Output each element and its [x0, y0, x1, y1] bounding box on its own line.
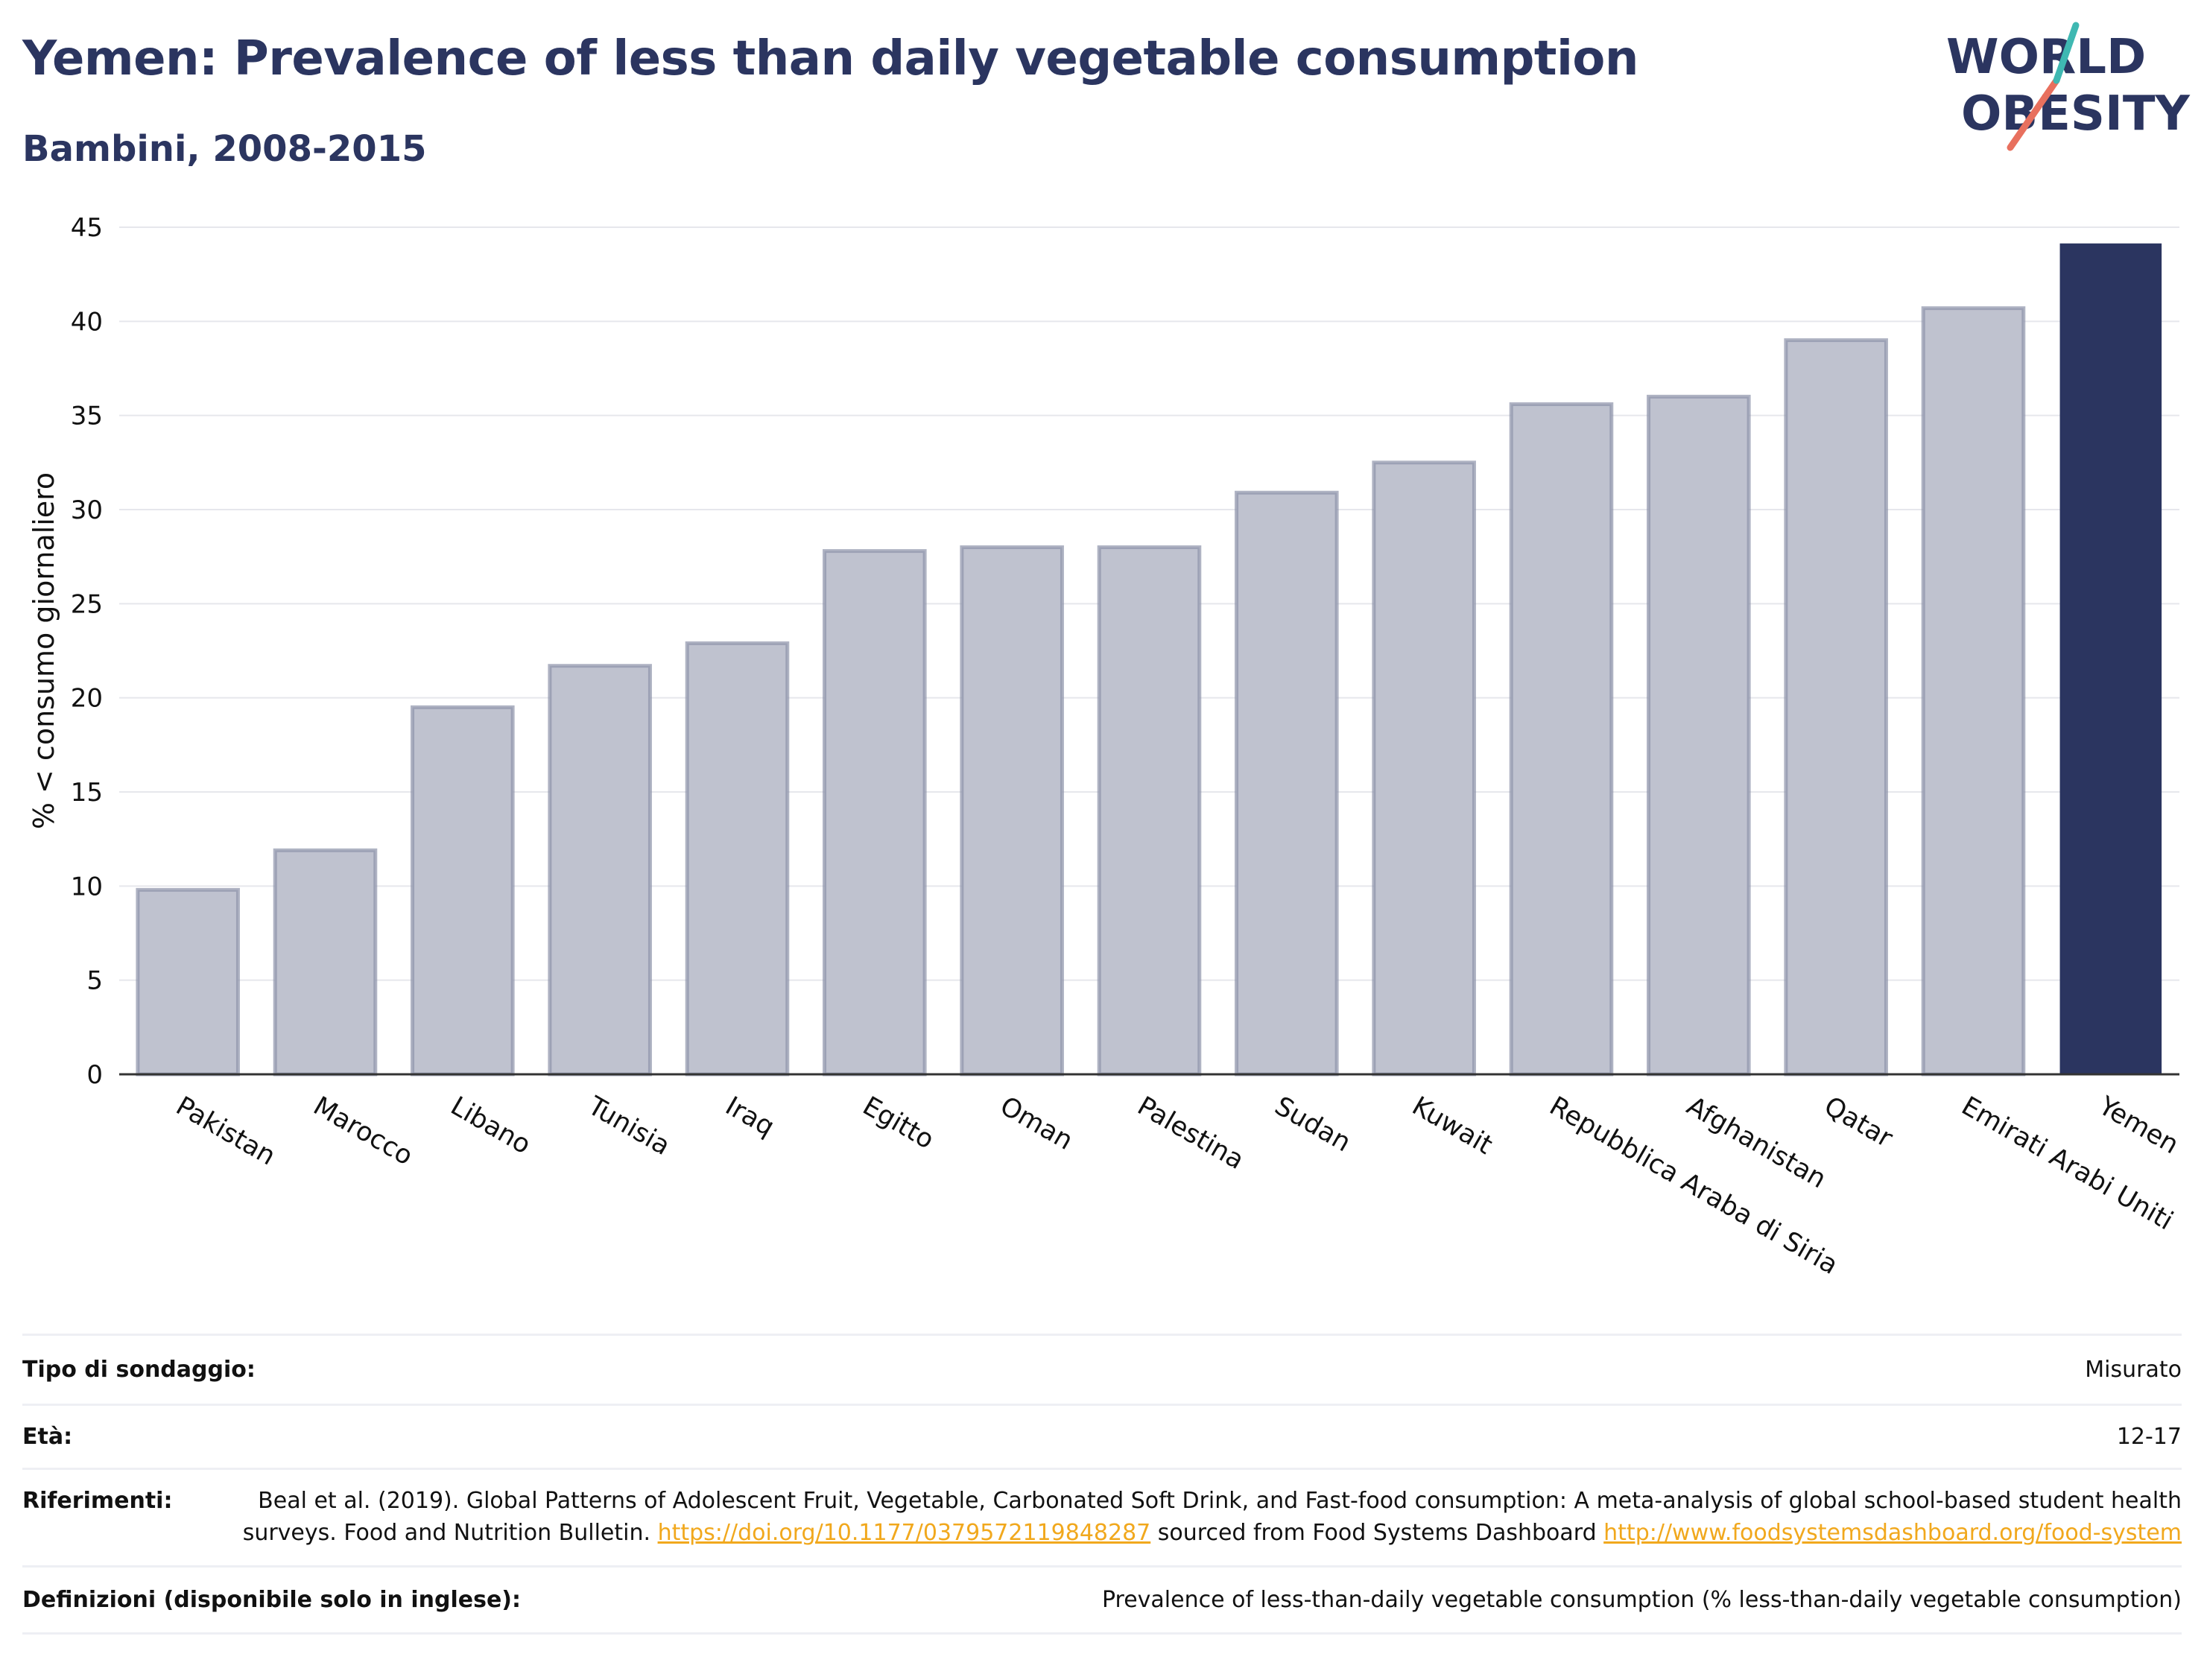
info-row-age: Età: 12-17 — [22, 1404, 2182, 1468]
reference-text: Beal et al. (2019). Global Patterns of A… — [242, 1488, 2182, 1546]
bar-pakistan — [136, 887, 240, 1077]
y-axis-title: % < consumo giornaliero — [28, 472, 60, 829]
x-tick-label: Pakistan — [171, 1091, 280, 1172]
y-tick-label: 15 — [71, 778, 103, 808]
y-axis-ticks: 0 5 10 15 20 25 30 35 40 45 — [71, 213, 103, 1090]
info-row-definitions: Definizioni (disponibile solo in inglese… — [22, 1565, 2182, 1635]
info-row-survey-type: Tipo di sondaggio: Misurato — [22, 1334, 2182, 1404]
bar-palestina — [1097, 545, 1202, 1077]
logo-line1: WORLD — [1946, 30, 2146, 85]
logo-slash-teal — [2053, 22, 2080, 84]
bar-libano — [411, 705, 515, 1077]
y-tick-label: 0 — [86, 1060, 103, 1090]
bar-kuwait — [1372, 460, 1476, 1077]
info-label: Riferimenti: — [22, 1488, 173, 1514]
x-tick-label: Yemen — [2093, 1091, 2183, 1160]
info-value: Misurato — [2085, 1357, 2182, 1383]
x-tick-label: Marocco — [308, 1091, 418, 1172]
x-tick-label: Libano — [446, 1091, 536, 1161]
info-label: Definizioni (disponibile solo in inglese… — [22, 1587, 521, 1613]
doi-link[interactable]: https://doi.org/10.1177/0379572119848287 — [657, 1520, 1151, 1546]
y-tick-label: 20 — [71, 684, 103, 714]
y-tick-label: 30 — [71, 495, 103, 525]
chart-subtitle: Bambini, 2008-2015 — [22, 128, 427, 170]
info-row-references: Riferimenti: Beal et al. (2019). Global … — [22, 1468, 2182, 1565]
logo-slash-red — [2007, 77, 2060, 151]
x-tick-label: Sudan — [1270, 1091, 1355, 1158]
chart-title: Yemen: Prevalence of less than daily veg… — [22, 31, 1638, 86]
y-tick-label: 40 — [71, 307, 103, 337]
bar-egitto — [823, 549, 927, 1077]
bar-afghanistan — [1647, 394, 1751, 1077]
bar-marocco — [273, 848, 378, 1077]
x-tick-label: Kuwait — [1407, 1091, 1497, 1161]
info-table: Tipo di sondaggio: Misurato Età: 12-17 R… — [22, 1334, 2182, 1635]
x-axis-ticks: Pakistan Marocco Libano Tunisia Iraq Egitto Om… — [171, 1091, 2183, 1281]
bar-chart: 0 5 10 15 20 25 30 35 40 45 Pakistan Marocco Libano… — [28, 213, 2183, 1281]
logo-line2: OBESITY — [1961, 86, 2190, 142]
bar-oman — [960, 545, 1064, 1077]
x-tick-label: Qatar — [1819, 1091, 1898, 1154]
y-tick-label: 35 — [71, 402, 103, 431]
y-tick-label: 25 — [71, 589, 103, 619]
x-tick-label: Palestina — [1133, 1091, 1249, 1176]
x-tick-label: Egitto — [858, 1091, 939, 1156]
x-tick-label: Tunisia — [582, 1091, 674, 1161]
dashboard-link[interactable]: http://www.foodsystemsdashboard.org/food… — [1603, 1520, 2182, 1546]
bar-emirati-arabi-uniti — [1921, 306, 2026, 1077]
reference-source-text: sourced from Food Systems Dashboard — [1150, 1520, 1604, 1546]
bar-tunisia — [548, 664, 652, 1077]
info-label: Età: — [22, 1424, 73, 1450]
y-tick-label: 10 — [71, 872, 103, 901]
y-tick-label: 5 — [86, 966, 103, 996]
info-value: Prevalence of less-than-daily vegetable … — [1101, 1587, 2182, 1613]
bars — [136, 243, 2162, 1077]
bar-qatar — [1784, 338, 1888, 1077]
info-value: Beal et al. (2019). Global Patterns of A… — [172, 1485, 2182, 1549]
bar-iraq — [685, 641, 790, 1077]
info-value: 12-17 — [2116, 1424, 2182, 1450]
bar-yemen — [2059, 243, 2162, 1075]
x-tick-label: Oman — [995, 1091, 1077, 1156]
bar-repubblica-araba-di-siria — [1509, 402, 1614, 1077]
x-tick-label: Iraq — [721, 1091, 779, 1143]
world-obesity-logo: WORLD OBESITY — [1946, 22, 2190, 151]
y-tick-label: 45 — [71, 213, 103, 243]
info-label: Tipo di sondaggio: — [22, 1357, 256, 1383]
bar-sudan — [1235, 490, 1339, 1077]
